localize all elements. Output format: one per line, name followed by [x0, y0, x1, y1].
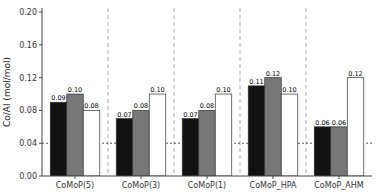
y-tick-label: 0.00 [19, 172, 37, 181]
data-label: 0.10 [216, 86, 230, 94]
bar [133, 110, 150, 176]
bar [50, 102, 67, 176]
data-label: 0.10 [282, 86, 296, 94]
y-tick-label: 0.08 [19, 106, 37, 115]
data-label: 0.08 [84, 102, 98, 110]
data-label: 0.06 [332, 119, 346, 127]
y-tick-label: 0.04 [19, 139, 37, 148]
x-tick [75, 176, 76, 179]
bar [215, 94, 232, 176]
bar [331, 127, 348, 176]
data-label: 0.10 [150, 86, 164, 94]
bar [149, 94, 166, 176]
y-axis-label: Co/Al (mol/mol) [2, 57, 12, 127]
data-label: 0.12 [348, 70, 362, 78]
bar [182, 119, 199, 176]
x-tick [339, 176, 340, 179]
bar [281, 94, 298, 176]
data-label: 0.08 [200, 102, 214, 110]
bar [83, 110, 100, 176]
bar [347, 78, 364, 176]
bars [50, 78, 364, 176]
bar [67, 94, 84, 176]
x-tick [273, 176, 274, 179]
y-tick-label: 0.16 [19, 41, 37, 50]
group-separator [108, 8, 109, 176]
bar [265, 78, 282, 176]
chart-container: 0.00 0.04 0.08 0.12 0.16 0.20 0.09 0.07 0.07 0.11… [0, 0, 378, 194]
x-tick [141, 176, 142, 179]
group-separator [174, 8, 175, 176]
data-label: 0.09 [51, 94, 65, 102]
group-separator [240, 8, 241, 176]
data-label: 0.11 [249, 78, 263, 86]
y-axis-line [42, 8, 43, 176]
x-tick-label: CoMoP(3) [122, 181, 160, 190]
data-label: 0.07 [183, 111, 197, 119]
data-label: 0.08 [134, 102, 148, 110]
x-tick-label: CoMoP(5) [56, 181, 94, 190]
bar [199, 110, 216, 176]
data-label: 0.10 [68, 86, 82, 94]
data-label: 0.06 [315, 119, 329, 127]
x-tick-label: CoMoP_AHM [314, 181, 364, 190]
group-separator [306, 8, 307, 176]
x-tick [207, 176, 208, 179]
y-tick-label: 0.12 [19, 74, 37, 83]
x-tick-label: CoMoP(1) [188, 181, 226, 190]
bar [314, 127, 331, 176]
bar [116, 119, 133, 176]
data-labels: 0.090.070.070.110.060.100.080.080.120.06… [51, 70, 362, 127]
chart-svg: 0.00 0.04 0.08 0.12 0.16 0.20 0.09 0.07 0.07 0.11… [0, 0, 378, 194]
data-label: 0.12 [266, 70, 280, 78]
bar [248, 86, 265, 176]
x-tick-label: CoMoP_HPA [250, 181, 297, 190]
y-tick-label: 0.20 [19, 8, 37, 17]
data-label: 0.07 [117, 111, 131, 119]
